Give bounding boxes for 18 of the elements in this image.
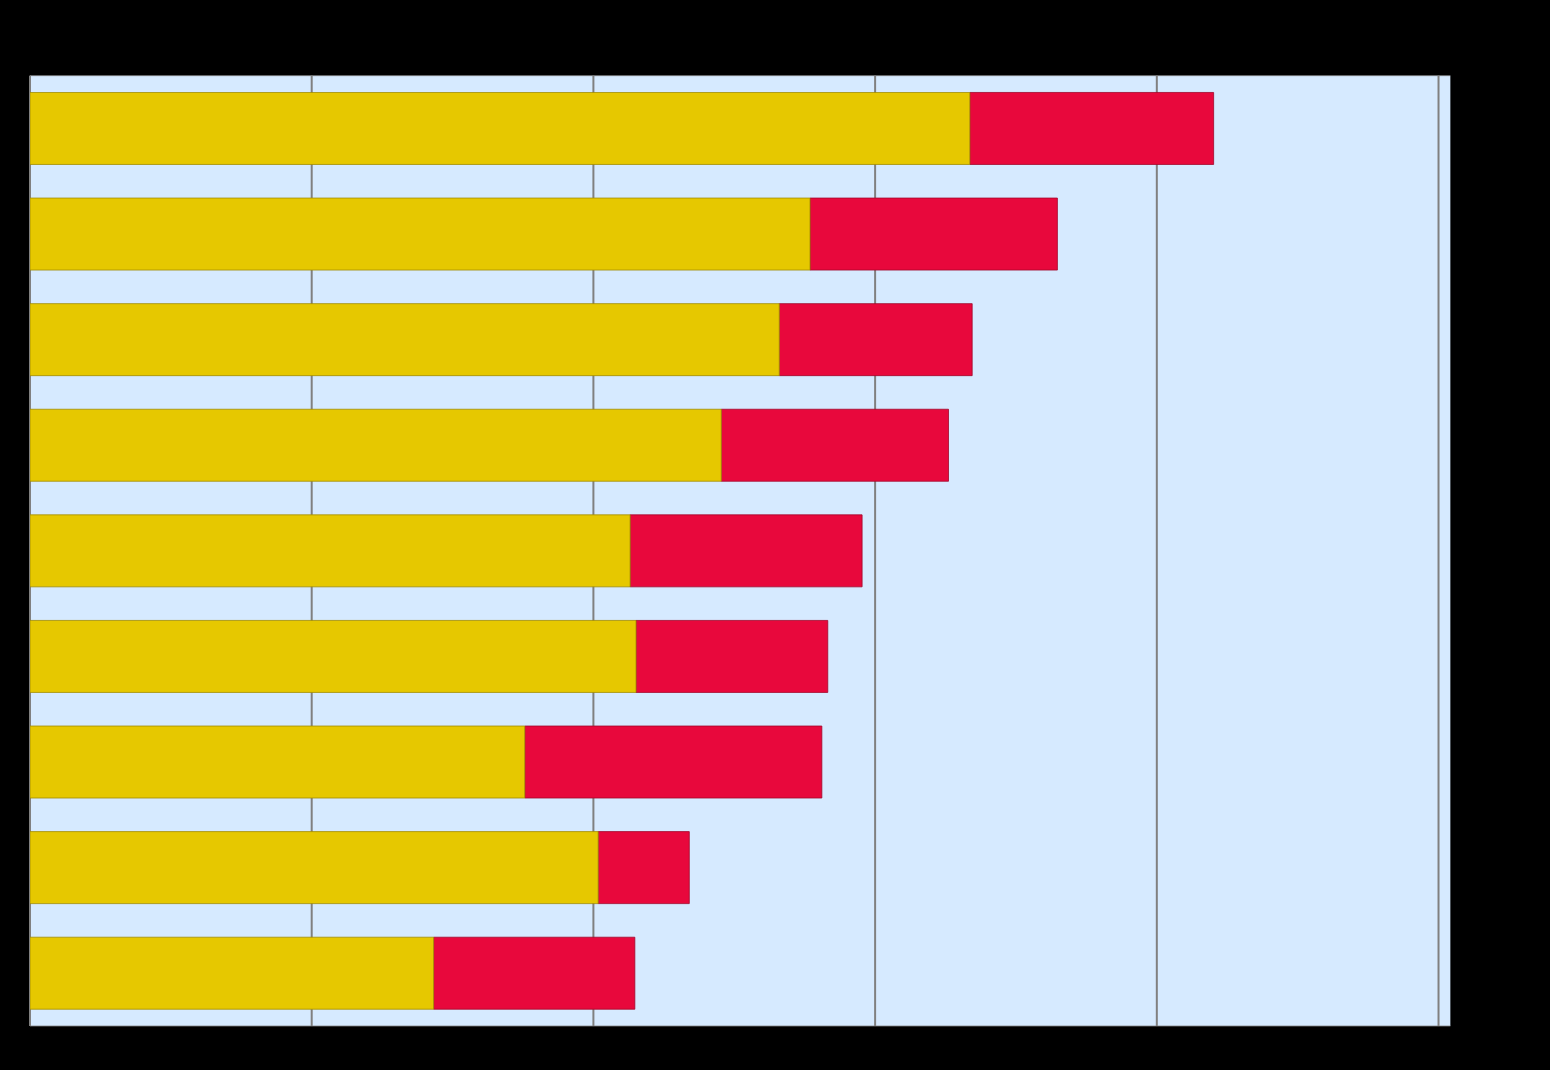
bar [30,303,780,377]
bar [30,514,631,588]
bar [433,936,636,1010]
bar [30,936,435,1010]
bar [629,514,863,588]
bar [720,408,949,482]
bar [30,620,637,693]
bar [30,408,722,482]
bar [30,92,971,165]
bar [597,831,690,905]
bar [635,620,829,693]
bar [30,831,599,905]
bar [809,197,1058,271]
bar [969,92,1215,165]
bar [30,197,811,271]
bar [778,303,973,377]
bar [524,725,823,799]
bar [30,725,526,799]
